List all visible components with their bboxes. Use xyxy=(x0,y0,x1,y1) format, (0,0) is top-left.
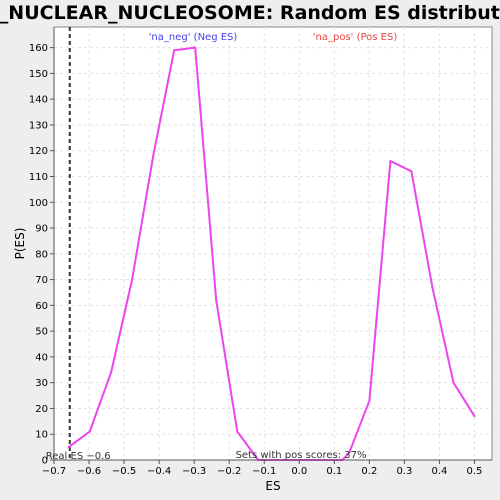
y-tick-label-2: 20 xyxy=(35,404,48,415)
y-tick-label-8: 80 xyxy=(35,249,48,260)
y-tick-label-3: 30 xyxy=(35,378,48,389)
legend-entry-1: 'na_pos' (Pos ES) xyxy=(313,32,398,43)
series-point-0-0 xyxy=(67,446,70,449)
y-tick-label-15: 150 xyxy=(29,69,48,80)
series-point-0-3 xyxy=(131,278,134,281)
y-tick-label-4: 40 xyxy=(35,352,48,363)
x-tick-label-5: −0.2 xyxy=(217,466,241,477)
y-tick-label-13: 130 xyxy=(29,120,48,131)
y-tick-label-6: 60 xyxy=(35,301,48,312)
x-axis-label: ES xyxy=(265,479,280,493)
series-point-0-20 xyxy=(473,415,476,418)
y-tick-label-11: 110 xyxy=(29,172,48,183)
series-point-0-2 xyxy=(110,371,113,374)
series-point-0-17 xyxy=(410,170,413,173)
series-point-0-4 xyxy=(152,154,155,157)
y-tick-label-9: 90 xyxy=(35,224,48,235)
x-tick-label-0: −0.7 xyxy=(42,466,66,477)
y-tick-label-12: 120 xyxy=(29,146,48,157)
x-tick-label-6: −0.1 xyxy=(252,466,276,477)
series-point-0-15 xyxy=(368,399,371,402)
series-point-0-1 xyxy=(88,430,91,433)
series-point-0-6 xyxy=(194,46,197,49)
y-axis-label: P(ES) xyxy=(13,228,27,260)
grid-lines xyxy=(53,27,492,461)
real-es-label: Real ES −0.6 xyxy=(46,451,111,462)
x-tick-label-7: 0.0 xyxy=(291,466,307,477)
plot-area xyxy=(53,26,493,461)
x-tick-label-4: −0.3 xyxy=(182,466,206,477)
x-axis: −0.7 −0.6 −0.5 −0.4 −0.3 −0.2 −0.1 0.0 0.1 0.2 0.3… xyxy=(42,459,492,477)
y-tick-label-0: 0 xyxy=(42,456,48,467)
series-point-0-18 xyxy=(431,286,434,289)
x-tick-label-11: 0.4 xyxy=(431,466,447,477)
x-tick-label-9: 0.2 xyxy=(361,466,377,477)
x-tick-label-10: 0.3 xyxy=(396,466,412,477)
x-tick-label-1: −0.6 xyxy=(77,466,101,477)
y-tick-label-14: 140 xyxy=(29,95,48,106)
y-tick-label-7: 70 xyxy=(35,275,48,286)
x-tick-label-3: −0.4 xyxy=(147,466,171,477)
x-tick-label-2: −0.5 xyxy=(112,466,136,477)
chart-title: GO_NUCLEAR_NUCLEOSOME: Random ES distrib… xyxy=(0,2,500,24)
series-point-0-19 xyxy=(452,381,455,384)
pos-scores-annotation: Sets with pos scores: 37% xyxy=(236,450,367,461)
series-point-0-8 xyxy=(236,430,239,433)
series-point-0-14 xyxy=(348,451,351,454)
x-tick-label-8: 0.1 xyxy=(326,466,342,477)
series-point-0-7 xyxy=(215,299,218,302)
legend: 'na_neg' (Neg ES) 'na_pos' (Pos ES) xyxy=(149,32,398,43)
legend-entry-0: 'na_neg' (Neg ES) xyxy=(149,32,238,43)
y-axis: 0 10 20 30 40 50 60 70 80 90 100 110 120 130 140 150 160 xyxy=(29,27,55,467)
y-tick-label-10: 100 xyxy=(29,198,48,209)
y-tick-label-16: 160 xyxy=(29,43,48,54)
series-point-0-5 xyxy=(173,49,176,52)
series-point-0-16 xyxy=(389,160,392,163)
x-tick-label-12: 0.5 xyxy=(467,466,483,477)
y-tick-label-1: 10 xyxy=(35,430,48,441)
y-tick-label-5: 50 xyxy=(35,327,48,338)
